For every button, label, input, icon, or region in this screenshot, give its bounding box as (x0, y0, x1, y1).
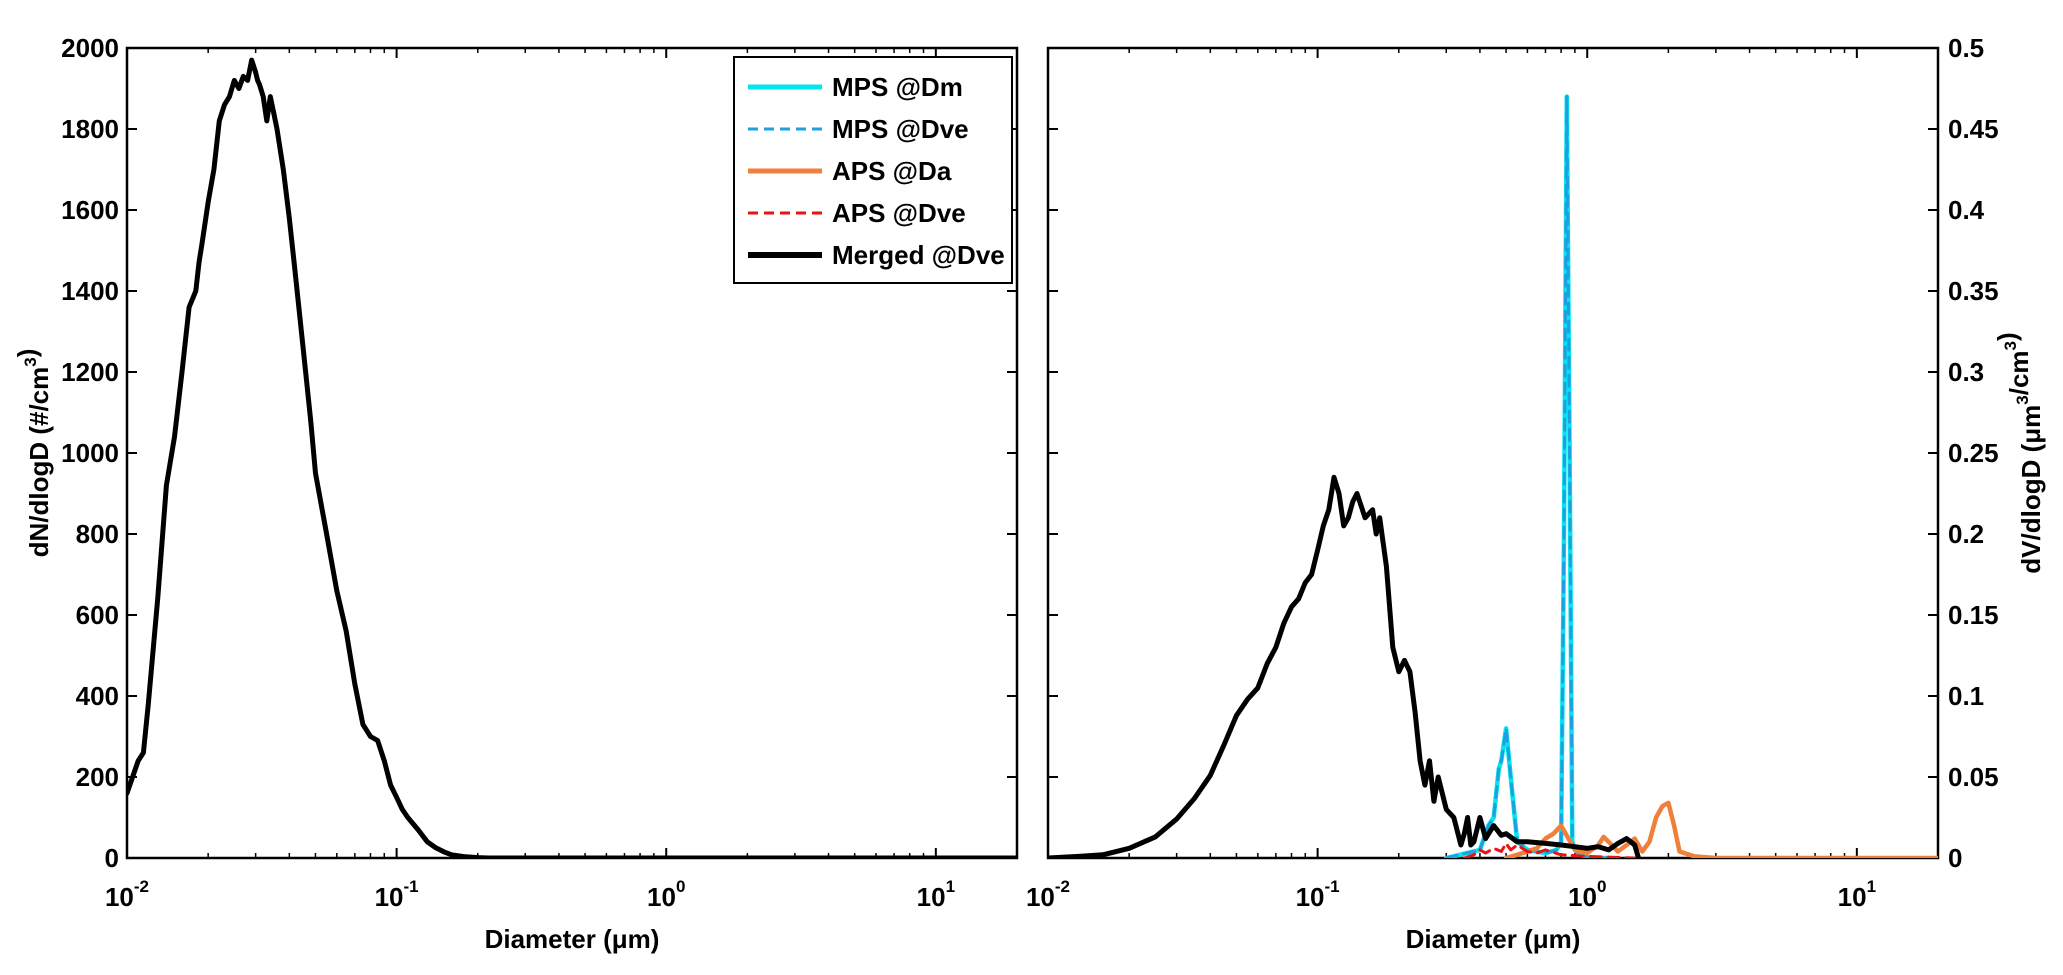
y-axis-label: dV/dlogD (μm3/cm3) (1992, 332, 2046, 573)
y-tick-label: 1000 (61, 438, 119, 468)
plot-area (127, 57, 1017, 858)
legend-label-aps-da: APS @Da (832, 156, 952, 186)
x-tick-label: 101 (917, 877, 955, 912)
x-tick-label: 10-2 (105, 877, 149, 912)
left-chart-panel: 10-2 10-1 100 101 0 200 400 600 800 1000 1200 1400 1… (12, 33, 1019, 954)
y-tick-label: 0.35 (1948, 276, 1999, 306)
legend-label-merged-dve: Merged @Dve (832, 240, 1005, 270)
series-line-aps-dve (1462, 841, 1637, 858)
y-tick-label: 0.15 (1948, 600, 1999, 630)
y-tick-label: 800 (76, 519, 119, 549)
y-tick-label: 1600 (61, 195, 119, 225)
y-tick-label: 0.5 (1948, 33, 1984, 63)
y-axis-label: dN/dlogD (#/cm3) (12, 349, 54, 558)
y-tick-label: 200 (76, 762, 119, 792)
x-axis-label: Diameter (μm) (485, 924, 660, 954)
x-tick-label: 101 (1838, 877, 1876, 912)
series-line-merged-dve (127, 57, 1017, 858)
y-tick-label: 0.3 (1948, 357, 1984, 387)
y-tick-label: 0.05 (1948, 762, 1999, 792)
x-tick-label: 100 (1568, 877, 1606, 912)
plot-frame (1046, 46, 1940, 860)
legend-label-aps-dve: APS @Dve (832, 198, 966, 228)
y-tick-label: 0.4 (1948, 195, 1985, 225)
y-tick-label: 0 (105, 843, 119, 873)
legend-label-mps-dm: MPS @Dm (832, 72, 963, 102)
y-tick-label: 2000 (61, 33, 119, 63)
y-tick-label: 0.45 (1948, 114, 1999, 144)
x-tick-label: 10-2 (1026, 877, 1070, 912)
plot-area (1048, 94, 1938, 858)
series-line-aps-da (1503, 800, 1938, 858)
y-tick-label: 0.25 (1948, 438, 1999, 468)
series-line-merged-dve (1048, 474, 1641, 858)
legend-label-mps-dve: MPS @Dve (832, 114, 969, 144)
series-line-mps-dve (1444, 95, 1611, 858)
y-tick-label: 0.2 (1948, 519, 1984, 549)
right-chart-panel: 10-2 10-1 100 101 0 0.05 0.1 0.15 0.2 0.25 0.3 0.35… (1026, 33, 2046, 954)
y-tick-label: 400 (76, 681, 119, 711)
x-tick-label: 10-1 (1296, 877, 1340, 912)
legend: MPS @Dm MPS @Dve APS @Da APS @Dve Merged @Dv… (733, 56, 1013, 284)
y-tick-label: 0 (1948, 843, 1962, 873)
y-tick-label: 0.1 (1948, 681, 1984, 711)
y-tick-label: 1200 (61, 357, 119, 387)
series-line-mps-dm (1444, 94, 1611, 858)
x-axis-label: Diameter (μm) (1406, 924, 1581, 954)
y-tick-label: 1800 (61, 114, 119, 144)
y-tick-label: 1400 (61, 276, 119, 306)
y-tick-label: 600 (76, 600, 119, 630)
x-tick-label: 10-1 (375, 877, 419, 912)
x-tick-label: 100 (647, 877, 685, 912)
